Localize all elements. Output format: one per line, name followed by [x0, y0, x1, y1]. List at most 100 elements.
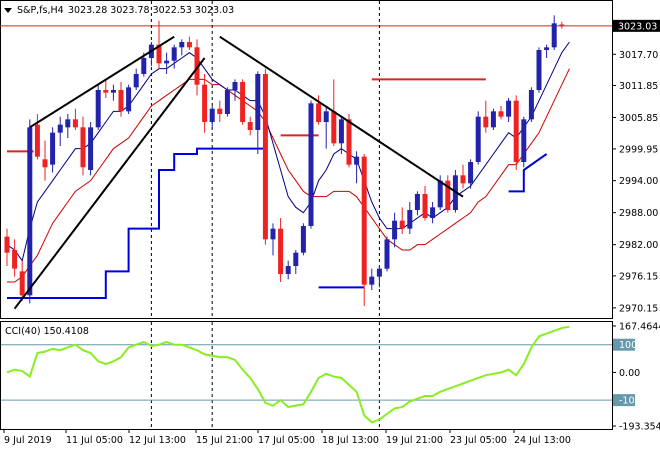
- candle-body: [133, 74, 139, 88]
- cci-tick-label: 0.00: [619, 368, 640, 379]
- price-tick-label: 3017.70: [619, 50, 658, 61]
- cci-level-box: [613, 338, 635, 351]
- candle-body: [270, 228, 276, 240]
- candle-body: [164, 60, 170, 64]
- candle-body: [544, 47, 550, 50]
- candle-body: [437, 180, 443, 208]
- candle-body: [407, 210, 413, 229]
- price-axis: 3023.03 3017.70 3011.85 3005.85 2999.95 2994.…: [612, 19, 660, 314]
- candle-body: [483, 116, 489, 128]
- cci-tick-label: -193.3547: [619, 422, 660, 433]
- fast-moving-average-line: [6, 41, 570, 262]
- cci-tick-label: -100: [619, 396, 641, 407]
- trendline: [29, 35, 175, 129]
- time-tick-label: 24 Jul 13:00: [514, 435, 571, 446]
- candle-body: [323, 111, 329, 122]
- cci-axis: 167.4644 100 0.00 -100 -193.3547: [612, 322, 660, 433]
- candle-body: [414, 194, 420, 210]
- candle-body: [80, 127, 86, 168]
- candle-body: [399, 220, 405, 229]
- symbol-label: S&P,fs,H4: [17, 5, 64, 16]
- candle-body: [34, 124, 40, 157]
- cci-tick-label: 167.4644: [619, 322, 660, 333]
- cci-level-box: [613, 394, 635, 407]
- candle-body: [240, 82, 246, 122]
- candle-body: [521, 119, 527, 162]
- last-price-box: [613, 19, 660, 32]
- dropdown-triangle-icon[interactable]: [4, 8, 12, 13]
- candle-body: [338, 119, 344, 144]
- candle-body: [422, 194, 428, 218]
- last-price-label: 3023.03: [618, 21, 657, 32]
- candle-body: [19, 271, 25, 296]
- candle-body: [293, 252, 299, 266]
- time-tick-label: 12 Jul 13:00: [129, 435, 186, 446]
- candle-body: [331, 111, 337, 144]
- price-tick-label: 2994.00: [619, 176, 658, 187]
- candle-body: [141, 58, 147, 74]
- candle-body: [179, 42, 185, 48]
- candle-body: [50, 132, 56, 165]
- candle-body: [498, 111, 504, 117]
- time-axis: 9 Jul 2019 11 Jul 05:00 12 Jul 13:00 15 Jul…: [3, 429, 571, 446]
- candle-body: [110, 90, 116, 93]
- candle-body: [528, 90, 534, 120]
- candle-body: [186, 42, 192, 48]
- time-tick-label: 11 Jul 05:00: [66, 435, 123, 446]
- trendline: [13, 57, 206, 310]
- candle-body: [27, 127, 33, 296]
- candle-body: [126, 87, 132, 112]
- candle-body: [475, 116, 481, 162]
- stop-level-step-line: [7, 147, 548, 299]
- price-tick-label: 3011.85: [619, 81, 658, 92]
- candle-body: [551, 23, 557, 48]
- candle-body: [88, 127, 94, 170]
- candle-body: [361, 156, 367, 285]
- cci-panel-frame: [0, 321, 613, 430]
- candle-body: [171, 47, 177, 61]
- price-tick-label: 2982.00: [619, 240, 658, 251]
- candle-body: [536, 50, 542, 90]
- main-plot-layer: [0, 1, 612, 318]
- candle-body: [490, 111, 496, 128]
- price-tick-label: 2988.00: [619, 208, 658, 219]
- trendline: [219, 35, 464, 198]
- candle-body: [255, 74, 261, 130]
- candle-body: [156, 44, 162, 64]
- time-tick-label: 19 Jul 21:00: [386, 435, 443, 446]
- candle-body: [308, 103, 314, 226]
- candle-body: [217, 108, 223, 114]
- candle-body: [376, 268, 382, 277]
- cci-label: CCI(40) 150.4108: [5, 326, 89, 337]
- candle-body: [384, 239, 390, 269]
- candle-body: [445, 180, 451, 210]
- candle-body: [209, 108, 215, 122]
- ohlc-values: 3023.28 3023.78 3022.53 3023.03: [68, 5, 234, 16]
- price-tick-label: 2970.15: [619, 303, 658, 314]
- candle-body: [232, 82, 238, 90]
- candle-body: [95, 90, 101, 128]
- candle-body: [285, 266, 291, 274]
- price-tick-label: 2999.95: [619, 144, 658, 155]
- candle-body: [369, 276, 375, 285]
- time-tick-label: 18 Jul 13:00: [322, 435, 379, 446]
- candle-body: [300, 226, 306, 253]
- candle-body: [513, 100, 519, 162]
- candle-body: [559, 24, 565, 26]
- time-tick-label: 9 Jul 2019: [4, 435, 52, 446]
- candle-body: [316, 103, 322, 122]
- cci-line: [6, 325, 570, 424]
- candle-body: [278, 228, 284, 274]
- candle-body: [247, 122, 253, 130]
- time-tick-label: 17 Jul 05:00: [258, 435, 315, 446]
- cci-plot-layer: [1, 322, 612, 429]
- main-chart-frame: [0, 0, 613, 319]
- slow-moving-average-line: [7, 68, 570, 283]
- candle-body: [460, 175, 466, 184]
- candle-body: [224, 90, 230, 114]
- candle-body: [194, 47, 200, 85]
- time-tick-label: 23 Jul 05:00: [450, 435, 507, 446]
- candle-body: [262, 74, 268, 240]
- price-tick-label: 3005.85: [619, 113, 658, 124]
